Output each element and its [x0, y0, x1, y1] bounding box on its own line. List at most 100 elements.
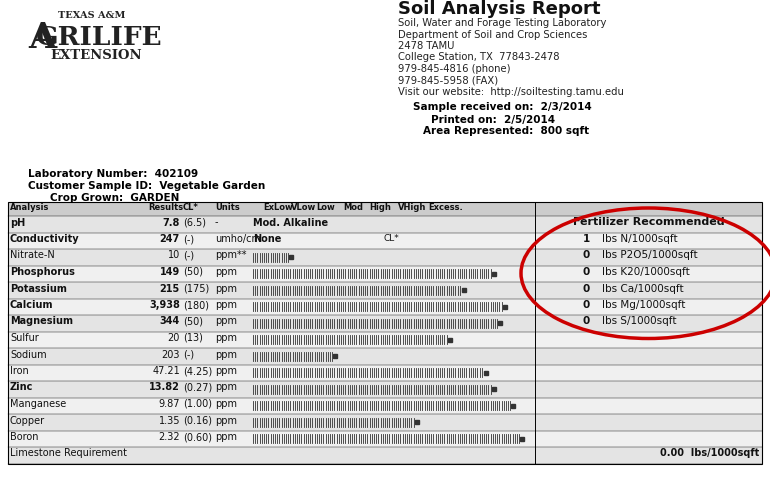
- Text: Units: Units: [215, 203, 239, 212]
- Text: (0.27): (0.27): [183, 382, 213, 393]
- Text: ppm**: ppm**: [215, 250, 246, 261]
- Text: Fertilizer Recommended: Fertilizer Recommended: [573, 217, 725, 227]
- Text: Nitrate-N: Nitrate-N: [10, 250, 55, 261]
- Bar: [535, 397, 762, 414]
- Text: 1.35: 1.35: [159, 415, 180, 426]
- Text: ppm: ppm: [215, 399, 237, 409]
- Bar: [8, 381, 535, 397]
- Text: lbs K20/1000sqft: lbs K20/1000sqft: [602, 267, 690, 277]
- Text: 2478 TAMU: 2478 TAMU: [398, 41, 454, 51]
- Text: Phosphorus: Phosphorus: [10, 267, 75, 277]
- Bar: [8, 232, 535, 249]
- Text: 215: 215: [159, 283, 180, 294]
- Text: ppm: ppm: [215, 300, 237, 310]
- Text: Manganese: Manganese: [10, 399, 66, 409]
- Text: EXTENSION: EXTENSION: [50, 49, 142, 62]
- Text: 0: 0: [583, 300, 590, 310]
- Text: Excess.: Excess.: [428, 203, 463, 212]
- Text: ppm: ppm: [215, 283, 237, 294]
- Text: Area Represented:  800 sqft: Area Represented: 800 sqft: [423, 127, 589, 136]
- Text: 0: 0: [583, 283, 590, 294]
- Bar: [535, 232, 762, 249]
- Text: (-): (-): [183, 250, 194, 261]
- Bar: [8, 447, 535, 464]
- Text: 20: 20: [168, 333, 180, 343]
- Text: 203: 203: [162, 350, 180, 359]
- Text: CL*: CL*: [383, 234, 399, 243]
- Text: ExLow: ExLow: [263, 203, 293, 212]
- Text: Magnesium: Magnesium: [10, 317, 73, 326]
- Text: Printed on:  2/5/2014: Printed on: 2/5/2014: [431, 114, 555, 125]
- Bar: [8, 364, 535, 381]
- Bar: [8, 348, 535, 364]
- Text: (175): (175): [183, 283, 209, 294]
- Text: Copper: Copper: [10, 415, 45, 426]
- Text: Soil, Water and Forage Testing Laboratory: Soil, Water and Forage Testing Laborator…: [398, 18, 607, 28]
- Text: ppm: ppm: [215, 317, 237, 326]
- Bar: [8, 332, 535, 348]
- Bar: [535, 364, 762, 381]
- Text: VHigh: VHigh: [398, 203, 427, 212]
- Bar: [535, 299, 762, 315]
- Text: ppm: ppm: [215, 415, 237, 426]
- Bar: [535, 348, 762, 364]
- Bar: [8, 414, 535, 431]
- Bar: [8, 431, 535, 447]
- Text: Visit our website:  http://soiltesting.tamu.edu: Visit our website: http://soiltesting.ta…: [398, 87, 624, 97]
- Text: (0.60): (0.60): [183, 432, 212, 442]
- Text: (1.00): (1.00): [183, 399, 212, 409]
- Bar: [8, 315, 535, 332]
- Text: (0.16): (0.16): [183, 415, 212, 426]
- Text: -: -: [215, 218, 219, 227]
- Text: Low: Low: [316, 203, 335, 212]
- Bar: [8, 202, 762, 464]
- Text: ppm: ppm: [215, 350, 237, 359]
- Text: ppm: ppm: [215, 432, 237, 442]
- Bar: [535, 315, 762, 332]
- Text: 0: 0: [583, 317, 590, 326]
- Text: 13.82: 13.82: [149, 382, 180, 393]
- Text: lbs Ca/1000sqft: lbs Ca/1000sqft: [602, 283, 684, 294]
- Text: Potassium: Potassium: [10, 283, 67, 294]
- Bar: [535, 249, 762, 265]
- Text: Limestone Requirement: Limestone Requirement: [10, 449, 127, 458]
- Text: Sodium: Sodium: [10, 350, 47, 359]
- Bar: [8, 282, 535, 299]
- Bar: [535, 265, 762, 282]
- Bar: [8, 299, 535, 315]
- Text: Laboratory Number:  402109: Laboratory Number: 402109: [28, 169, 198, 179]
- Text: Calcium: Calcium: [10, 300, 53, 310]
- Text: Department of Soil and Crop Sciences: Department of Soil and Crop Sciences: [398, 30, 588, 39]
- Text: 47.21: 47.21: [152, 366, 180, 376]
- Text: ppm: ppm: [215, 366, 237, 376]
- Text: (13): (13): [183, 333, 203, 343]
- Bar: [535, 332, 762, 348]
- Text: Results: Results: [148, 203, 183, 212]
- Text: 0.00  lbs/1000sqft: 0.00 lbs/1000sqft: [660, 449, 759, 458]
- Text: None: None: [253, 234, 281, 244]
- Text: Soil Analysis Report: Soil Analysis Report: [398, 0, 601, 18]
- Bar: [535, 216, 762, 232]
- Text: lbs S/1000sqft: lbs S/1000sqft: [602, 317, 677, 326]
- Bar: [8, 249, 535, 265]
- Text: (-): (-): [183, 350, 194, 359]
- Text: Mod: Mod: [343, 203, 363, 212]
- Text: Conductivity: Conductivity: [10, 234, 79, 244]
- Text: Boron: Boron: [10, 432, 39, 442]
- Text: 10: 10: [168, 250, 180, 261]
- Text: Customer Sample ID:  Vegetable Garden: Customer Sample ID: Vegetable Garden: [28, 181, 265, 191]
- Text: Iron: Iron: [10, 366, 28, 376]
- Bar: [535, 414, 762, 431]
- Text: ppm: ppm: [215, 333, 237, 343]
- Text: pH: pH: [10, 218, 25, 227]
- Text: 2.32: 2.32: [159, 432, 180, 442]
- Text: (50): (50): [183, 317, 203, 326]
- Text: TEXAS A&M: TEXAS A&M: [58, 11, 126, 20]
- Text: 149: 149: [159, 267, 180, 277]
- Text: lbs P2O5/1000sqft: lbs P2O5/1000sqft: [602, 250, 698, 261]
- Text: lbs N/1000sqft: lbs N/1000sqft: [602, 234, 678, 244]
- Text: 1: 1: [583, 234, 590, 244]
- Text: GRILIFE: GRILIFE: [36, 25, 162, 50]
- Bar: [535, 282, 762, 299]
- Text: ppm: ppm: [215, 382, 237, 393]
